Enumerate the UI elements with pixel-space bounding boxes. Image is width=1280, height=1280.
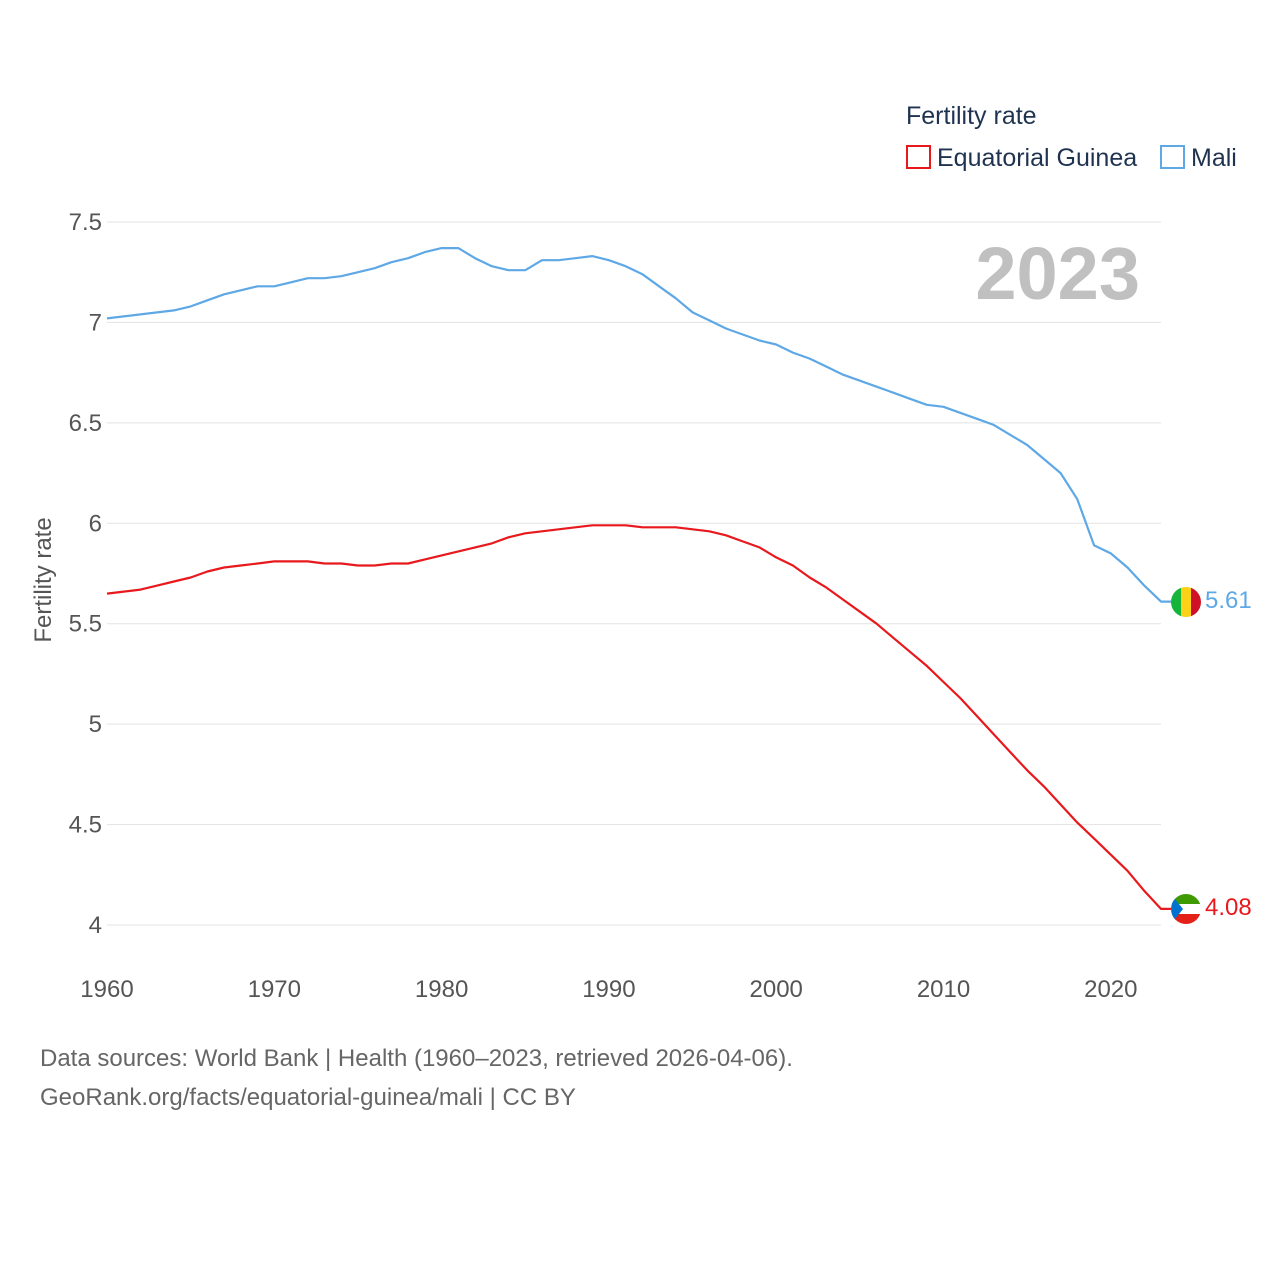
legend-title: Fertility rate (906, 102, 1037, 130)
footer-sources: Data sources: World Bank | Health (1960–… (40, 1045, 793, 1072)
y-axis-label: Fertility rate (30, 517, 57, 642)
gridlines (107, 221, 1161, 926)
equatorial-guinea-flag-icon (1171, 894, 1201, 924)
year-label: 2023 (975, 232, 1140, 315)
fertility-rate-line-chart: 4 4.5 5 5.5 6 6.5 7 7.5 1960 1970 1980 1990 2000 201… (30, 102, 1252, 1003)
y-tick-label: 7.5 (69, 209, 102, 236)
y-axis-ticks: 4 4.5 5 5.5 6 6.5 7 7.5 (69, 209, 102, 939)
legend-label-equatorial-guinea: Equatorial Guinea (937, 144, 1137, 172)
legend: Fertility rate Equatorial Guinea Mali (906, 102, 1237, 172)
end-label-mali: 5.61 (1205, 587, 1252, 614)
footer-attribution: GeoRank.org/facts/equatorial-guinea/mali… (40, 1084, 576, 1111)
legend-label-mali: Mali (1191, 144, 1237, 172)
x-tick-label: 1960 (80, 976, 133, 1003)
y-tick-label: 5 (89, 711, 102, 738)
legend-swatch-mali (1160, 145, 1185, 169)
y-tick-label: 6 (89, 510, 102, 537)
mali-flag-icon (1171, 587, 1201, 617)
y-tick-label: 5.5 (69, 611, 102, 638)
series-line-mali (106, 247, 1171, 603)
x-tick-label: 2000 (750, 976, 803, 1003)
series-lines (106, 247, 1171, 911)
x-tick-label: 2020 (1084, 976, 1137, 1003)
end-label-equatorial-guinea: 4.08 (1205, 894, 1252, 921)
x-tick-label: 1990 (582, 976, 635, 1003)
x-axis-ticks: 1960 1970 1980 1990 2000 2010 2020 (80, 976, 1137, 1003)
legend-swatch-equatorial-guinea (906, 145, 931, 169)
x-tick-label: 2010 (917, 976, 970, 1003)
x-tick-label: 1970 (248, 976, 301, 1003)
y-tick-label: 6.5 (69, 410, 102, 437)
x-tick-label: 1980 (415, 976, 468, 1003)
y-tick-label: 7 (89, 309, 102, 336)
y-tick-label: 4.5 (69, 812, 102, 839)
y-tick-label: 4 (89, 912, 102, 939)
series-line-equatorial-guinea (106, 524, 1171, 911)
